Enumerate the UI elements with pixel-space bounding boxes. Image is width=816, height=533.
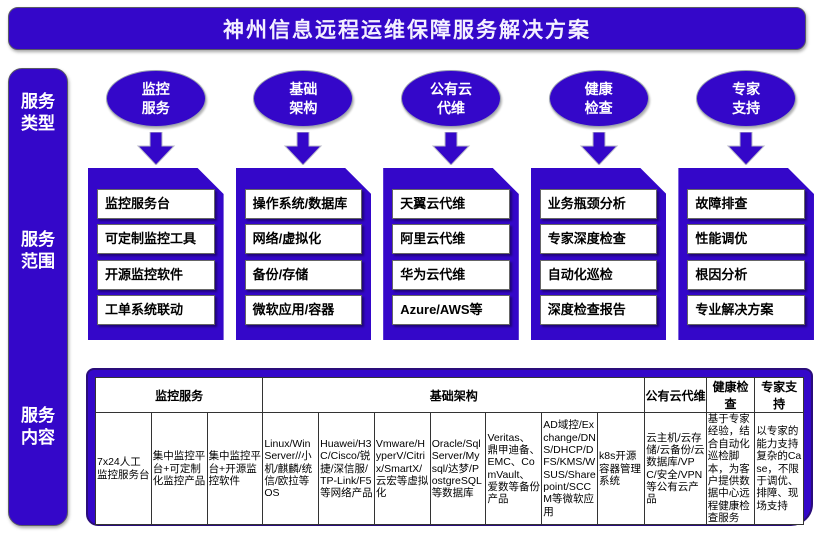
row-label-service-content: 服务 内容	[21, 406, 55, 448]
table-cell: Huawei/H3C/Cisco/锐捷/深信服/TP-Link/F5等网络产品	[318, 411, 375, 526]
table-cell: 基于专家经验，结合自动化巡检脚本，为客户提供数据中心远程健康检查服务	[705, 411, 756, 526]
scope-item: 华为云代维	[392, 260, 510, 290]
table-cell: Veritas、鼎甲迪备、EMC、ComVault、爱数等备份产品	[485, 411, 543, 526]
scope-item: 天翼云代维	[392, 189, 510, 219]
scope-item: Azure/AWS等	[392, 295, 510, 325]
scope-item: 工单系统联动	[97, 295, 215, 325]
table-group-header-infrastructure: 基础架构	[262, 377, 646, 413]
scope-item: 监控服务台	[97, 189, 215, 219]
service-scope-panel: 操作系统/数据库 网络/虚拟化 备份/存储 微软应用/容器	[236, 168, 372, 340]
down-arrow-icon	[579, 132, 618, 165]
scope-item: 阿里云代维	[392, 224, 510, 254]
scope-item: 微软应用/容器	[245, 295, 363, 325]
table-cell: 云主机/云存储/云备份/云数据库/VPC/安全/VPN等公有云产品	[644, 411, 707, 526]
column-infrastructure: 基础 架构 操作系统/数据库 网络/虚拟化 备份/存储 微软应用/容器	[236, 70, 372, 342]
scope-item: 开源监控软件	[97, 260, 215, 290]
service-type-bubble: 公有云 代维	[400, 70, 501, 127]
scope-item: 专业解决方案	[687, 295, 805, 325]
page-title: 神州信息远程运维保障服务解决方案	[223, 18, 591, 42]
scope-item: 操作系统/数据库	[245, 189, 363, 219]
service-type-bubble: 健康 检查	[548, 70, 649, 127]
row-label-service-scope: 服务 范围	[21, 230, 55, 272]
service-type-bubble: 基础 架构	[253, 70, 354, 127]
service-scope-panel: 故障排查 性能调优 根因分析 专业解决方案	[678, 168, 814, 340]
service-content-panel: 监控服务 基础架构 公有云代维 健康检查 专家支持 7x24人工监控服务台 集中…	[86, 368, 813, 526]
table-group-header-monitoring: 监控服务	[94, 377, 264, 413]
table-cell: 7x24人工监控服务台	[95, 411, 152, 526]
scope-item: 专家深度检查	[540, 224, 658, 254]
service-type-bubble: 监控 服务	[105, 70, 206, 127]
down-arrow-icon	[284, 132, 323, 165]
column-monitoring: 监控 服务 监控服务台 可定制监控工具 开源监控软件 工单系统联动	[88, 70, 224, 342]
table-cell: 以专家的能力支持复杂的Case，不限于调优、排障、现场支持	[754, 411, 804, 526]
scope-item: 故障排查	[687, 189, 805, 219]
scope-item: 网络/虚拟化	[245, 224, 363, 254]
service-content-table: 监控服务 基础架构 公有云代维 健康检查 专家支持 7x24人工监控服务台 集中…	[94, 377, 804, 526]
scope-item: 备份/存储	[245, 260, 363, 290]
scope-item: 根因分析	[687, 260, 805, 290]
service-columns: 监控 服务 监控服务台 可定制监控工具 开源监控软件 工单系统联动 基础 架构 …	[88, 70, 814, 342]
table-body-row: 7x24人工监控服务台 集中监控平台+可定制化监控产品 集中监控平台+开源监控软…	[95, 411, 804, 526]
table-group-header-public-cloud: 公有云代维	[644, 377, 707, 413]
table-header-row: 监控服务 基础架构 公有云代维 健康检查 专家支持	[94, 377, 804, 413]
scope-item: 深度检查报告	[540, 295, 658, 325]
column-public-cloud: 公有云 代维 天翼云代维 阿里云代维 华为云代维 Azure/AWS等	[383, 70, 519, 342]
table-group-header-expert-support: 专家支持	[754, 377, 804, 413]
service-scope-panel: 监控服务台 可定制监控工具 开源监控软件 工单系统联动	[88, 168, 224, 340]
service-scope-panel: 业务瓶颈分析 专家深度检查 自动化巡检 深度检查报告	[531, 168, 667, 340]
title-banner: 神州信息远程运维保障服务解决方案	[8, 7, 806, 50]
table-cell: Linux/WinServer//小机/麒麟/统信/欧拉等OS	[262, 411, 320, 526]
column-expert-support: 专家 支持 故障排查 性能调优 根因分析 专业解决方案	[678, 70, 814, 342]
table-group-header-health-check: 健康检查	[705, 377, 756, 413]
row-label-bar: 服务 类型 服务 范围 服务 内容	[8, 68, 68, 526]
table-cell: k8s开源容器管理系统	[597, 411, 646, 526]
table-cell: 集中监控平台+可定制化监控产品	[150, 411, 208, 526]
down-arrow-icon	[431, 132, 471, 165]
down-arrow-icon	[727, 132, 766, 165]
down-arrow-icon	[136, 132, 175, 165]
table-cell: AD域控/Exchange/DNS/DHCP/DFS/KMS/WSUS/Shar…	[541, 411, 599, 526]
scope-item: 业务瓶颈分析	[540, 189, 658, 219]
scope-item: 可定制监控工具	[97, 224, 215, 254]
table-cell: 集中监控平台+开源监控软件	[206, 411, 264, 526]
service-scope-panel: 天翼云代维 阿里云代维 华为云代维 Azure/AWS等	[383, 168, 519, 340]
service-type-bubble: 专家 支持	[696, 70, 797, 127]
row-label-service-type: 服务 类型	[21, 92, 55, 134]
scope-item: 性能调优	[687, 224, 805, 254]
table-cell: Oracle/SqlServer/Mysql/达梦/PostgreSQL等数据库	[429, 411, 487, 526]
table-cell: Vmware/HyperV/Citrix/SmartX/云宏等虚拟化	[373, 411, 431, 526]
column-health-check: 健康 检查 业务瓶颈分析 专家深度检查 自动化巡检 深度检查报告	[531, 70, 667, 342]
scope-item: 自动化巡检	[540, 260, 658, 290]
